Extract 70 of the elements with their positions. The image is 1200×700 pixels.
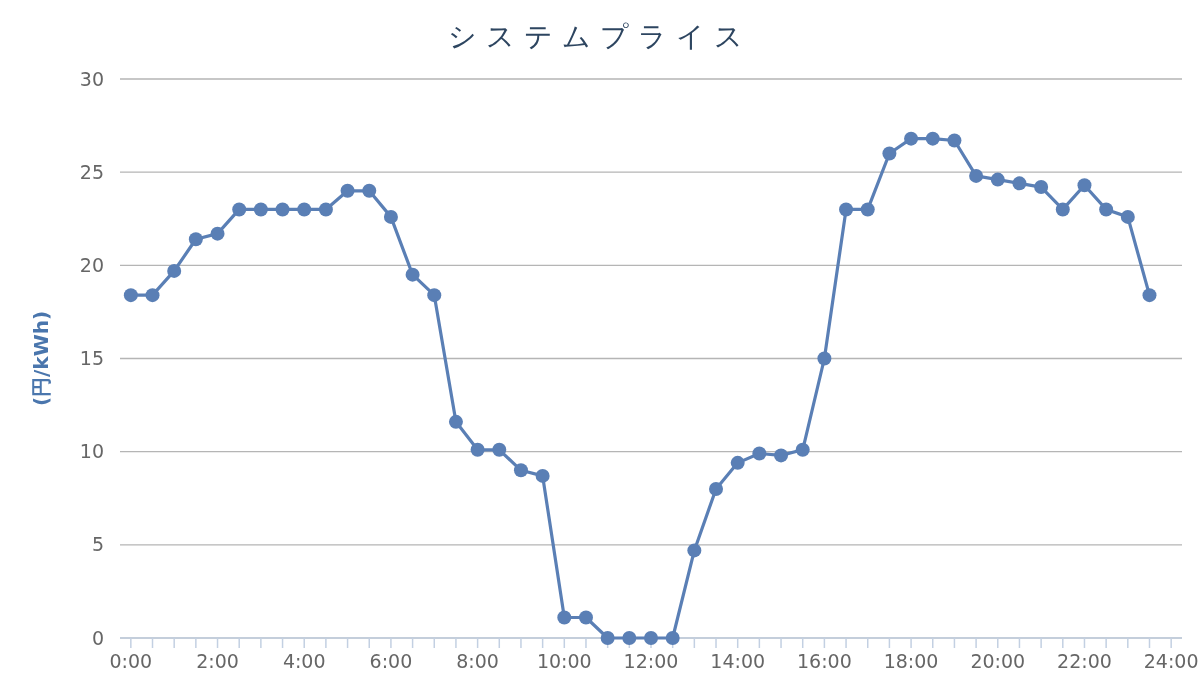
point (1142, 288, 1157, 303)
point (253, 202, 268, 217)
point (1055, 202, 1070, 217)
point (774, 448, 789, 463)
point (1034, 180, 1049, 195)
point (448, 414, 463, 429)
point (730, 455, 745, 470)
point (232, 202, 247, 217)
y-tick-label: 20 (79, 253, 104, 276)
x-tick-label: 22:00 (1057, 650, 1112, 672)
point (362, 183, 377, 198)
point (839, 202, 854, 217)
point (1012, 176, 1027, 191)
point (470, 442, 485, 457)
point (383, 209, 398, 224)
point (145, 288, 160, 303)
point (513, 463, 528, 478)
point (925, 131, 940, 146)
point (904, 131, 919, 146)
x-tick-label: 20:00 (970, 650, 1026, 672)
point (188, 232, 203, 247)
x-tick-label: 4:00 (282, 650, 326, 672)
point (969, 168, 984, 183)
point (123, 288, 138, 303)
point (817, 351, 832, 366)
point (709, 481, 724, 496)
point (644, 631, 658, 645)
point (752, 446, 767, 461)
point (535, 468, 550, 483)
point (882, 146, 897, 161)
y-tick-label: 5 (91, 533, 104, 556)
x-tick-label: 8:00 (456, 650, 499, 672)
x-tick-label: 18:00 (883, 650, 939, 672)
x-tick-label: 24:00 (1143, 650, 1199, 672)
point (492, 442, 507, 457)
point (275, 202, 290, 217)
point (405, 267, 420, 282)
x-tick-label: 0:00 (109, 650, 153, 672)
y-tick-label: 15 (79, 347, 104, 370)
point (600, 631, 615, 645)
y-tick-label: 0 (91, 626, 104, 649)
point (860, 202, 875, 217)
point (557, 610, 572, 625)
x-tick-label: 12:00 (623, 650, 679, 672)
point (990, 172, 1005, 187)
y-axis-title: (円/kWh) (29, 310, 53, 407)
x-tick-label: 6:00 (369, 650, 413, 672)
chart-title: システムプライス (448, 20, 752, 53)
x-tick-label: 10:00 (536, 650, 592, 672)
y-tick-label: 25 (79, 160, 104, 183)
point (427, 288, 442, 303)
point (622, 631, 637, 645)
point (687, 543, 702, 558)
x-tick-label: 16:00 (797, 650, 852, 672)
y-tick-label: 10 (79, 440, 104, 463)
point (1120, 209, 1135, 224)
point (578, 610, 593, 625)
point (1099, 202, 1114, 217)
point (947, 133, 962, 148)
point (210, 226, 225, 241)
x-tick-label: 2:00 (196, 650, 239, 672)
y-tick-label: 30 (79, 67, 104, 90)
point (340, 183, 355, 198)
point (318, 202, 333, 217)
x-tick-label: 14:00 (710, 650, 766, 672)
point (297, 202, 312, 217)
point (795, 442, 810, 457)
point (167, 263, 182, 278)
point (665, 631, 680, 645)
point (1077, 178, 1092, 193)
